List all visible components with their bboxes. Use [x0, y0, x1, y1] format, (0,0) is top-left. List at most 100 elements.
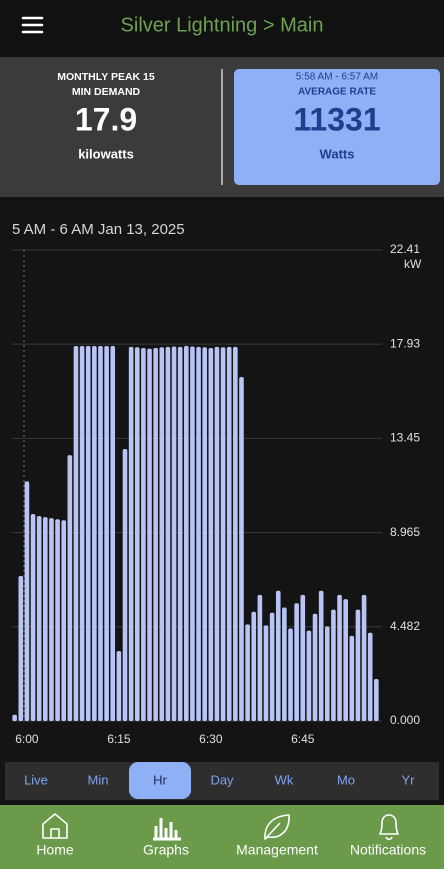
bar [324, 626, 330, 721]
bar [349, 635, 355, 721]
bar [257, 594, 263, 721]
bar [374, 678, 379, 721]
nav-item[interactable]: Home [36, 842, 74, 858]
management-icon [264, 814, 290, 840]
top-bar [0, 0, 444, 57]
bar [159, 347, 165, 721]
menu-button[interactable] [21, 16, 44, 34]
bar [30, 513, 36, 721]
bar [43, 517, 48, 721]
peak-label: MONTHLY PEAK 15 [57, 71, 155, 83]
graphs-icon [153, 818, 181, 841]
home-icon [42, 813, 68, 839]
bar [67, 455, 73, 721]
x-tick-label: 6:30 [199, 732, 223, 746]
bar [177, 346, 183, 721]
bar [147, 348, 152, 721]
period-button[interactable]: Wk [275, 772, 294, 787]
period-button[interactable]: Live [24, 772, 48, 787]
period-button[interactable]: Day [210, 772, 234, 787]
bar [116, 651, 122, 721]
y-unit-label: kW [404, 257, 422, 271]
bottom-nav [0, 805, 444, 869]
bar [92, 346, 97, 721]
average-range: 5:58 AM - 6:57 AM [296, 72, 378, 83]
bar [98, 346, 103, 721]
bar [134, 347, 140, 721]
period-button[interactable]: Yr [402, 772, 416, 787]
nav-item[interactable]: Management [236, 842, 318, 858]
bar [171, 346, 177, 721]
nav-item[interactable]: Graphs [143, 842, 189, 858]
bar [233, 346, 238, 721]
app-title: Silver Lightning > Main [121, 14, 324, 36]
average-label: AVERAGE RATE [298, 87, 376, 98]
bar [55, 519, 60, 721]
bar [251, 611, 257, 721]
nav-item[interactable]: Notifications [350, 842, 426, 858]
bar [184, 345, 189, 721]
average-unit: Watts [320, 146, 355, 161]
bar [24, 481, 30, 721]
bar [208, 347, 214, 721]
bar [122, 449, 128, 721]
bar [355, 609, 361, 721]
bar [18, 575, 24, 721]
peak-label: MIN DEMAND [72, 86, 141, 98]
bar [367, 632, 373, 721]
bar [263, 625, 269, 721]
y-tick-label: 0.000 [390, 713, 420, 727]
bar [318, 590, 324, 721]
bar [110, 346, 116, 721]
bar [312, 613, 318, 721]
bar [141, 347, 146, 721]
bar [239, 376, 244, 721]
bar [12, 714, 17, 721]
average-card [234, 69, 440, 185]
y-tick-label: 13.45 [390, 430, 420, 444]
bar [73, 346, 79, 721]
bar [337, 594, 342, 721]
average-value: 11331 [293, 101, 380, 137]
x-tick-label: 6:15 [107, 732, 131, 746]
bar [61, 520, 67, 721]
notifications-icon [379, 814, 399, 841]
y-tick-label: 4.482 [390, 619, 420, 633]
x-tick-label: 6:00 [15, 732, 39, 746]
bar [343, 599, 348, 721]
bar [331, 609, 336, 721]
period-selected-background [129, 762, 191, 799]
nav-items: Home Graphs Management Notifications [36, 842, 426, 858]
period-selector [5, 762, 439, 800]
y-tick-label: 8.965 [390, 525, 420, 539]
bar [361, 594, 367, 721]
peak-value: 17.9 [75, 101, 137, 137]
bar [190, 346, 195, 721]
period-buttons: Live Min Hr Day Wk Mo Yr [24, 762, 415, 799]
bar [36, 516, 42, 721]
chart-title: 5 AM - 6 AM Jan 13, 2025 [12, 221, 185, 238]
bar [294, 603, 299, 721]
x-tick-label: 6:45 [291, 732, 315, 746]
period-button[interactable]: Min [88, 772, 109, 787]
bar [282, 607, 287, 721]
bar [220, 347, 226, 721]
y-tick-label: 17.93 [390, 336, 420, 350]
bar [104, 346, 109, 721]
period-button[interactable]: Hr [153, 772, 167, 787]
bar [202, 347, 207, 721]
bar [79, 346, 85, 721]
bar [214, 346, 220, 721]
bar [85, 346, 91, 721]
bar [49, 518, 54, 721]
bar [245, 624, 250, 721]
bar [165, 346, 171, 721]
peak-unit: kilowatts [78, 146, 134, 161]
bar [300, 594, 306, 721]
period-button[interactable]: Mo [337, 772, 355, 787]
bar [269, 612, 275, 721]
bar [128, 346, 134, 721]
